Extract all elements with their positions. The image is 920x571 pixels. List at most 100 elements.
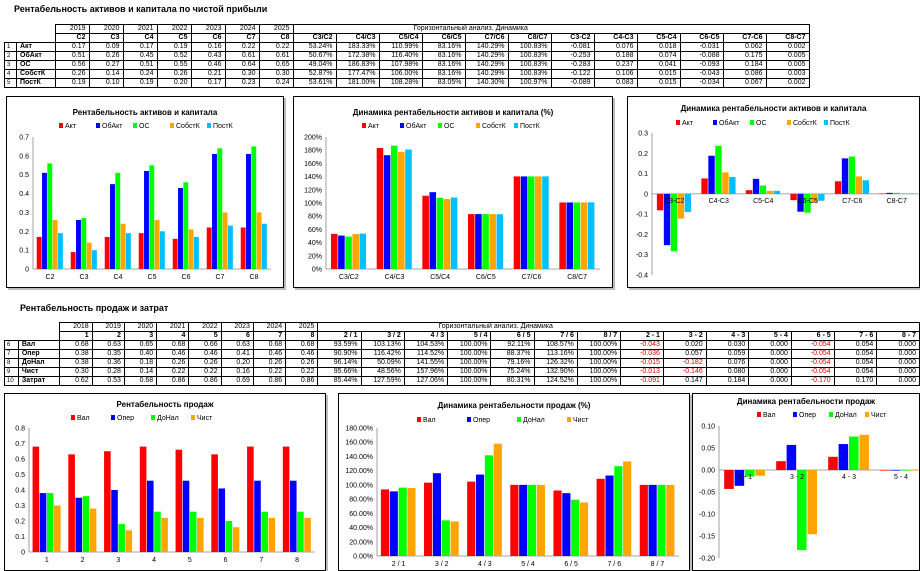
row-label[interactable]: ДоНал (17, 358, 61, 368)
diff-cell[interactable]: 0.041 (636, 60, 681, 70)
ratio-cell[interactable]: 93.59% (317, 340, 362, 350)
column-header[interactable]: C6-C5 (679, 33, 724, 43)
year-header[interactable]: 2025 (258, 24, 294, 34)
diff-cell[interactable]: 0.000 (876, 358, 920, 368)
ratio-cell[interactable]: 100.00% (447, 367, 492, 377)
value-cell[interactable]: 0.19 (122, 78, 158, 88)
value-cell[interactable]: 0.35 (91, 349, 125, 359)
diff-cell[interactable]: 0.018 (636, 42, 681, 52)
row-index[interactable]: 6 (4, 340, 19, 350)
year-header[interactable]: 2020 (123, 322, 158, 332)
value-cell[interactable]: 0.63 (91, 340, 125, 350)
ratio-cell[interactable]: 172.38% (335, 51, 380, 61)
column-header[interactable]: 8 - 7 (876, 331, 920, 341)
value-cell[interactable]: 0.23 (224, 78, 260, 88)
ratio-cell[interactable]: 95.66% (317, 367, 362, 377)
column-header[interactable]: C7/C6 (464, 33, 509, 43)
value-cell[interactable]: 0.17 (54, 42, 90, 52)
ratio-cell[interactable]: 75.24% (490, 367, 535, 377)
column-header[interactable]: C4/C3 (335, 33, 380, 43)
ratio-cell[interactable]: 127.06% (403, 376, 449, 386)
empty-cell[interactable] (18, 323, 60, 332)
value-cell[interactable]: 0.65 (258, 60, 294, 70)
row-label[interactable]: ОС (16, 60, 56, 70)
diff-cell[interactable]: -0.089 (550, 78, 595, 88)
column-header[interactable]: 7 / 6 (533, 331, 578, 341)
column-header[interactable]: C4-C3 (593, 33, 638, 43)
year-header[interactable]: 2020 (88, 24, 124, 34)
ratio-cell[interactable]: 140.29% (464, 60, 509, 70)
value-cell[interactable]: 0.68 (59, 340, 93, 350)
horizontal-analysis-header[interactable]: Горизонтальный анализ. Динамика (292, 24, 810, 34)
value-cell[interactable]: 0.14 (123, 367, 158, 377)
row-index[interactable]: 4 (4, 69, 17, 79)
diff-cell[interactable]: 0.000 (748, 358, 792, 368)
diff-cell[interactable]: -0.036 (620, 349, 664, 359)
value-cell[interactable]: 0.51 (54, 51, 90, 61)
horizontal-analysis-header[interactable]: Горизонтальный анализ. Динамика (317, 322, 920, 332)
row-label[interactable]: Затрат (17, 376, 61, 386)
diff-cell[interactable]: 0.080 (705, 367, 750, 377)
value-cell[interactable]: 0.86 (156, 376, 190, 386)
diff-cell[interactable]: -0.043 (620, 340, 664, 350)
ratio-cell[interactable]: 100.00% (576, 376, 622, 386)
diff-cell[interactable]: -0.093 (679, 60, 724, 70)
diff-cell[interactable]: 0.059 (705, 349, 750, 359)
ratio-cell[interactable]: 100.00% (447, 349, 492, 359)
column-header[interactable]: C3/C2 (292, 33, 337, 43)
value-cell[interactable]: 0.38 (59, 349, 93, 359)
diff-cell[interactable]: 0.106 (593, 69, 638, 79)
value-cell[interactable]: 0.68 (156, 340, 190, 350)
empty-cell[interactable] (5, 332, 19, 341)
empty-cell[interactable] (5, 34, 17, 43)
diff-cell[interactable]: -0.253 (550, 51, 595, 61)
column-header[interactable]: 2 (91, 331, 125, 341)
value-cell[interactable]: 0.19 (54, 78, 90, 88)
chart-assets-capital-dynamics-pct[interactable]: Динамика рентабельности активов и капита… (293, 96, 613, 288)
value-cell[interactable]: 0.28 (91, 367, 125, 377)
year-header[interactable]: 2022 (188, 322, 222, 332)
diff-cell[interactable]: -0.170 (790, 376, 835, 386)
diff-cell[interactable]: 0.015 (636, 69, 681, 79)
diff-cell[interactable]: 0.000 (876, 340, 920, 350)
ratio-cell[interactable]: 92.11% (490, 340, 535, 350)
value-cell[interactable]: 0.40 (123, 349, 158, 359)
ratio-cell[interactable]: 79.16% (490, 358, 535, 368)
diff-cell[interactable]: 0.000 (748, 349, 792, 359)
diff-cell[interactable]: -0.283 (550, 60, 595, 70)
diff-cell[interactable]: 0.000 (748, 376, 792, 386)
value-cell[interactable]: 0.16 (190, 42, 226, 52)
ratio-cell[interactable]: 107.98% (378, 60, 423, 70)
value-cell[interactable]: 0.22 (252, 367, 287, 377)
value-cell[interactable]: 0.64 (224, 60, 260, 70)
value-cell[interactable]: 0.18 (123, 358, 158, 368)
row-label[interactable]: Вал (17, 340, 61, 350)
year-header[interactable]: 2021 (156, 322, 190, 332)
value-cell[interactable]: 0.55 (156, 60, 192, 70)
ratio-cell[interactable]: 83.16% (421, 51, 466, 61)
ratio-cell[interactable]: 90.90% (317, 349, 362, 359)
year-header[interactable]: 2023 (220, 322, 254, 332)
row-label[interactable]: Акт (16, 42, 56, 52)
diff-cell[interactable]: 0.076 (593, 42, 638, 52)
diff-cell[interactable]: 0.067 (722, 78, 767, 88)
ratio-cell[interactable]: 48.56% (360, 367, 405, 377)
column-header[interactable]: 6 (220, 331, 254, 341)
ratio-cell[interactable]: 83.16% (421, 60, 466, 70)
diff-cell[interactable]: 0.005 (765, 60, 810, 70)
empty-cell[interactable] (5, 25, 17, 34)
ratio-cell[interactable]: 85.44% (317, 376, 362, 386)
empty-cell[interactable] (17, 25, 56, 34)
diff-cell[interactable]: -0.031 (679, 42, 724, 52)
ratio-cell[interactable]: 100.83% (507, 69, 552, 79)
diff-cell[interactable]: 0.054 (833, 340, 878, 350)
ratio-cell[interactable]: 140.29% (464, 42, 509, 52)
diff-cell[interactable]: 0.054 (833, 349, 878, 359)
value-cell[interactable]: 0.62 (59, 376, 93, 386)
column-header[interactable]: C7 (224, 33, 260, 43)
diff-cell[interactable]: 0.000 (876, 376, 920, 386)
row-label[interactable]: ПостК (16, 78, 56, 88)
column-header[interactable]: 5 (188, 331, 222, 341)
ratio-cell[interactable]: 127.59% (360, 376, 405, 386)
diff-cell[interactable]: 0.184 (722, 60, 767, 70)
